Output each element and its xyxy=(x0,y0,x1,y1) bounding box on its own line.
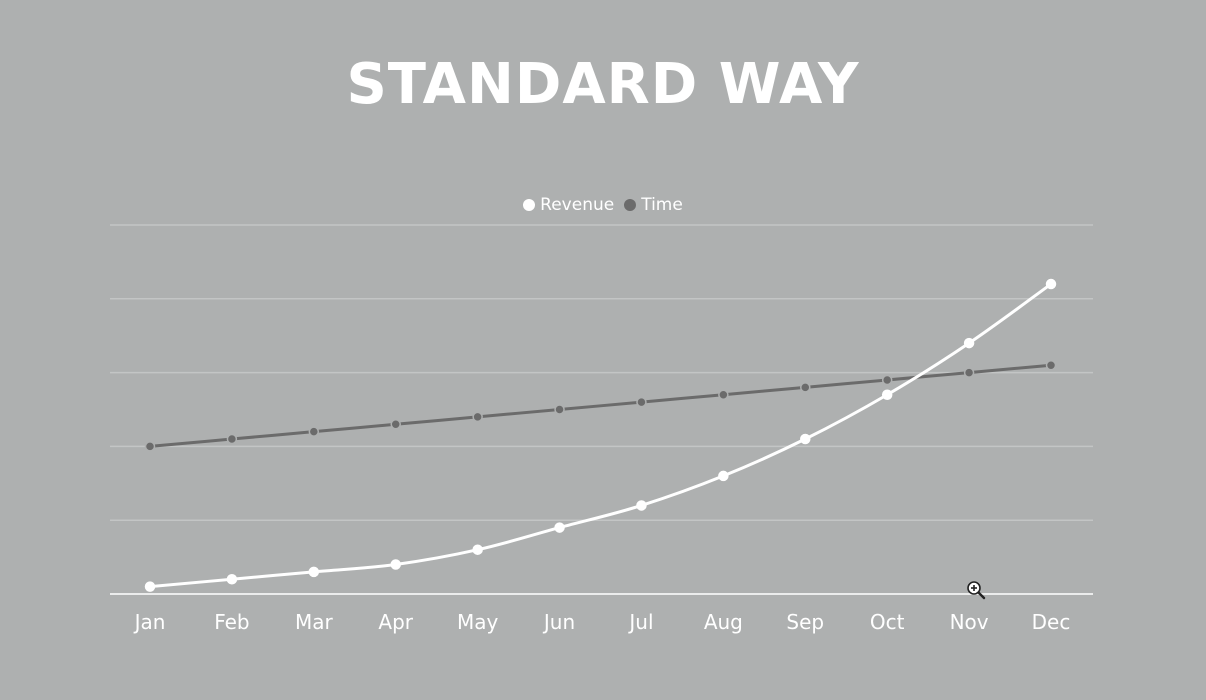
legend-label-revenue: Revenue xyxy=(540,195,615,215)
data-point-time[interactable] xyxy=(963,367,975,378)
data-point-time[interactable] xyxy=(308,426,320,437)
data-point-time[interactable] xyxy=(226,433,238,445)
data-point-revenue[interactable] xyxy=(636,500,647,511)
x-tick-label: Jun xyxy=(542,610,575,634)
x-tick-label: Jul xyxy=(627,610,653,634)
x-tick-label: Mar xyxy=(295,610,334,634)
data-point-revenue[interactable] xyxy=(881,389,893,400)
data-point-time[interactable] xyxy=(390,419,401,430)
x-tick-label: Aug xyxy=(704,610,743,634)
data-point-time[interactable] xyxy=(472,411,483,423)
series-line-time xyxy=(148,363,1053,448)
data-point-revenue[interactable] xyxy=(554,522,565,533)
data-point-time[interactable] xyxy=(636,396,647,408)
data-point-revenue[interactable] xyxy=(144,581,156,592)
data-point-revenue[interactable] xyxy=(963,337,975,349)
legend-swatch-time xyxy=(624,199,637,211)
legend-swatch-revenue xyxy=(523,199,536,211)
data-point-revenue[interactable] xyxy=(472,544,483,555)
zoom-in-icon xyxy=(967,581,986,600)
chart-title: STANDARD WAY xyxy=(346,52,860,117)
x-tick-label: Jan xyxy=(133,610,166,634)
data-point-time[interactable] xyxy=(718,389,729,400)
data-point-revenue[interactable] xyxy=(226,573,238,585)
chart-legend: Revenue Time xyxy=(0,195,1206,215)
data-point-time[interactable] xyxy=(144,441,156,452)
x-tick-label: Sep xyxy=(786,610,824,634)
legend-item-revenue[interactable]: Revenue xyxy=(523,195,614,215)
legend-item-time[interactable]: Time xyxy=(624,195,683,215)
data-point-time[interactable] xyxy=(881,374,893,386)
data-point-revenue[interactable] xyxy=(800,433,811,445)
data-point-time[interactable] xyxy=(1045,359,1057,371)
data-point-time[interactable] xyxy=(800,382,811,393)
x-tick-label: Apr xyxy=(378,610,413,634)
series-line-revenue xyxy=(148,282,1053,589)
data-point-revenue[interactable] xyxy=(390,559,401,570)
x-tick-label: Nov xyxy=(950,610,989,634)
x-tick-label: Oct xyxy=(870,610,905,634)
data-point-time[interactable] xyxy=(554,404,565,415)
legend-label-time: Time xyxy=(641,195,683,215)
x-tick-label: May xyxy=(457,610,499,634)
x-tick-label: Feb xyxy=(214,610,249,634)
data-point-revenue[interactable] xyxy=(308,566,320,578)
data-point-revenue[interactable] xyxy=(718,470,729,482)
data-point-revenue[interactable] xyxy=(1045,278,1057,290)
x-tick-label: Dec xyxy=(1032,610,1071,634)
